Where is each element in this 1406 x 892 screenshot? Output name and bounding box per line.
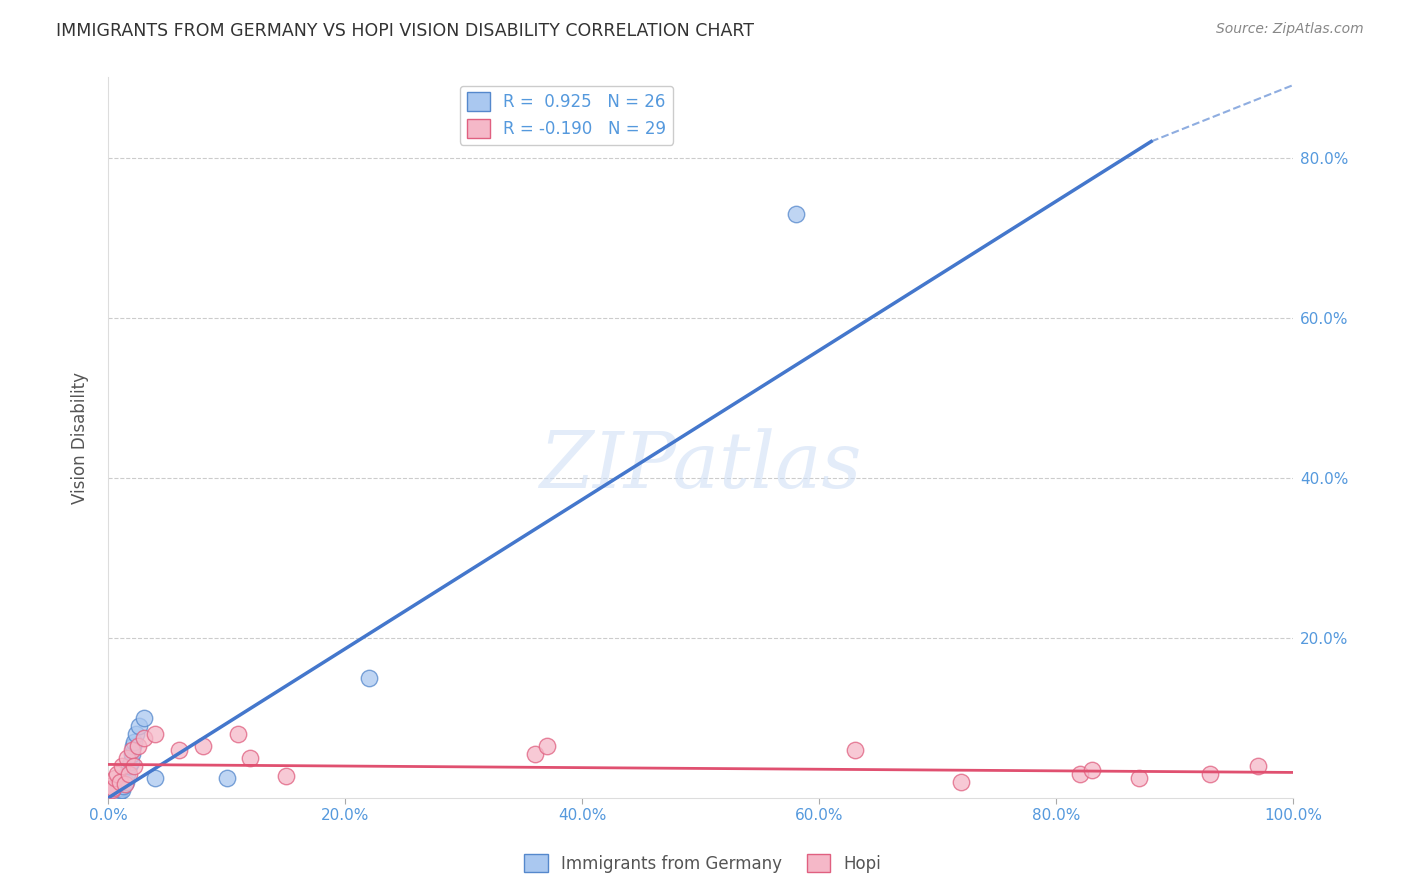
Point [145,727,167,741]
Point [121,743,143,757]
Point [122,739,145,753]
Point [536,739,558,753]
Point [128,719,150,733]
Point [167,743,190,757]
Legend: Immigrants from Germany, Hopi: Immigrants from Germany, Hopi [517,847,889,880]
Point [523,747,546,761]
Text: IMMIGRANTS FROM GERMANY VS HOPI VISION DISABILITY CORRELATION CHART: IMMIGRANTS FROM GERMANY VS HOPI VISION D… [56,22,754,40]
Point [132,731,155,745]
Point [98,779,121,793]
Point [122,759,145,773]
Text: ZIPatlas: ZIPatlas [540,428,862,505]
Point [274,769,297,783]
Point [132,711,155,725]
Point [103,788,125,802]
Point [1128,771,1150,785]
Point [121,747,143,761]
Point [105,785,128,799]
Point [101,781,124,796]
Point [111,783,134,797]
Point [215,771,238,785]
Point [114,775,136,789]
Legend: R =  0.925   N = 26, R = -0.190   N = 29: R = 0.925 N = 26, R = -0.190 N = 29 [460,86,673,145]
Point [1247,759,1270,773]
Point [785,206,807,220]
Y-axis label: Vision Disability: Vision Disability [72,372,89,504]
Point [107,767,129,781]
Point [114,777,136,791]
Point [98,789,121,803]
Point [111,759,134,773]
Point [107,785,129,799]
Point [1081,763,1104,777]
Point [1069,767,1091,781]
Point [118,759,141,773]
Point [100,788,122,802]
Point [115,751,138,765]
Point [950,775,973,789]
Point [844,743,866,757]
Point [118,767,141,781]
Point [1199,767,1222,781]
Point [104,786,127,800]
Point [112,779,135,793]
Point [228,727,250,741]
Point [108,775,131,789]
Point [357,671,380,685]
Point [110,781,132,796]
Point [101,787,124,801]
Point [145,771,167,785]
Text: Source: ZipAtlas.com: Source: ZipAtlas.com [1216,22,1364,37]
Point [108,783,131,797]
Point [127,739,149,753]
Point [125,727,148,741]
Point [120,755,142,769]
Point [191,739,214,753]
Point [104,771,127,785]
Point [100,783,122,797]
Point [115,767,138,781]
Point [239,751,262,765]
Point [122,735,145,749]
Point [107,786,129,800]
